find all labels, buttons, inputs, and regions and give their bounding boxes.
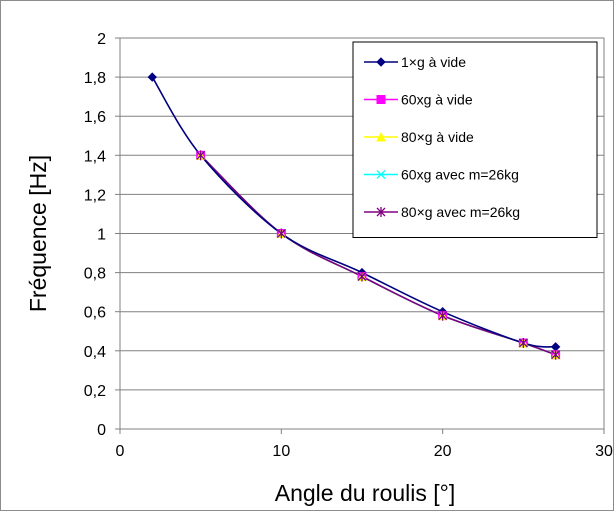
legend-label: 80×g avec m=26kg bbox=[401, 204, 520, 220]
y-tick-label: 1,6 bbox=[84, 109, 106, 126]
legend-item: 80×g avec m=26kg bbox=[364, 204, 520, 220]
data-point bbox=[438, 310, 448, 321]
data-point bbox=[551, 349, 561, 360]
data-point bbox=[147, 72, 157, 82]
y-tick-label: 2 bbox=[97, 31, 106, 48]
y-tick-label: 0,8 bbox=[84, 266, 106, 283]
y-tick-label: 1,2 bbox=[84, 187, 106, 204]
legend-label: 60xg avec m=26kg bbox=[401, 167, 519, 183]
y-tick-label: 1 bbox=[97, 227, 106, 244]
legend-item: 80×g à vide bbox=[364, 129, 474, 145]
data-point bbox=[518, 337, 528, 348]
legend-swatch-marker-stroke bbox=[376, 170, 386, 179]
legend-box bbox=[352, 41, 598, 238]
x-axis-title: Angle du roulis [°] bbox=[275, 480, 456, 506]
legend-swatch-marker bbox=[376, 95, 386, 104]
y-tick-label: 0,4 bbox=[84, 344, 106, 361]
axis-ticks: 00,20,40,60,811,21,41,61,820 10 20 30 bbox=[84, 31, 613, 460]
x-tick-label: 10 bbox=[272, 443, 290, 460]
legend-swatch-marker bbox=[376, 170, 386, 179]
y-tick-label: 0,6 bbox=[84, 305, 106, 322]
y-tick-label: 1,4 bbox=[84, 148, 106, 165]
legend-swatch-marker bbox=[376, 131, 386, 142]
legend-label: 60xg à vide bbox=[401, 92, 473, 108]
series-5-markers bbox=[196, 150, 561, 360]
legend: 1×g à vide 60xg à vide 80×g à vide 60xg ave… bbox=[352, 41, 598, 238]
legend-label: 1×g à vide bbox=[401, 54, 466, 70]
x-tick-label: 0 bbox=[116, 443, 125, 460]
x-tick-label: 30 bbox=[595, 443, 613, 460]
legend-item: 60xg avec m=26kg bbox=[364, 167, 519, 183]
data-point bbox=[196, 150, 206, 161]
y-tick-label: 1,8 bbox=[84, 70, 106, 87]
legend-item: 1×g à vide bbox=[364, 54, 466, 70]
y-axis-title: Fréquence [Hz] bbox=[25, 155, 51, 312]
y-tick-label: 0 bbox=[97, 422, 106, 439]
legend-item: 60xg à vide bbox=[364, 92, 473, 108]
data-point bbox=[357, 271, 367, 282]
legend-label: 80×g à vide bbox=[401, 129, 474, 145]
x-tick-label: 20 bbox=[434, 443, 452, 460]
series-layer bbox=[147, 72, 561, 360]
y-tick-label: 0,2 bbox=[84, 383, 106, 400]
legend-swatch-marker bbox=[376, 207, 386, 217]
legend-swatch-marker bbox=[376, 57, 386, 67]
data-point bbox=[276, 228, 286, 239]
